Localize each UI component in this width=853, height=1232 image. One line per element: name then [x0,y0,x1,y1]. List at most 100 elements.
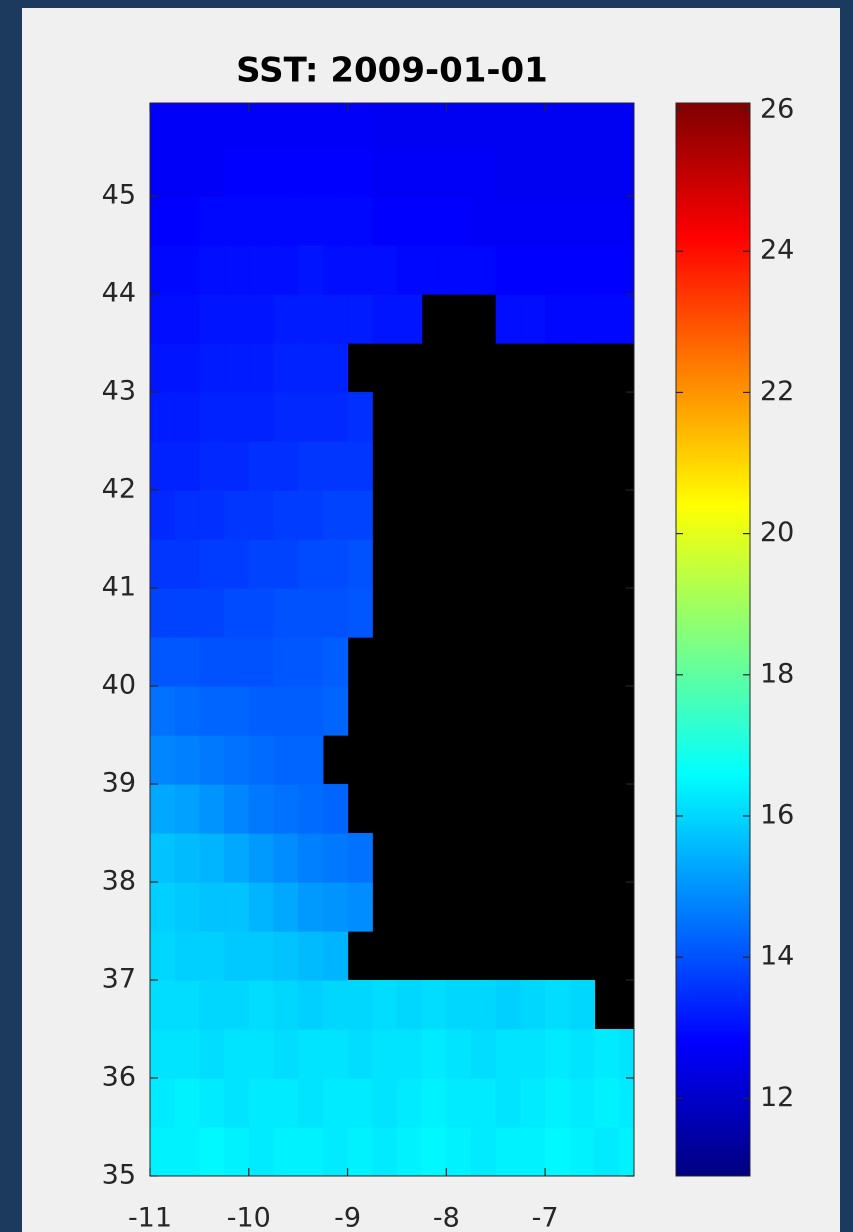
cell [372,147,398,197]
cell [150,1127,176,1176]
cell [224,637,250,687]
cell [150,294,176,344]
cell [273,637,299,687]
cell [594,1029,620,1079]
cell [322,539,349,589]
cell [224,103,250,148]
cell [520,980,546,1030]
cell [446,103,472,148]
cell [569,1078,596,1128]
colorbar-tick-label: 20 [760,517,794,548]
cell [545,1127,571,1176]
cell [421,1078,447,1128]
cell [248,588,275,638]
cell [174,931,200,981]
cell [347,1029,373,1079]
cell [446,147,472,197]
cell [224,686,250,736]
cell [322,1029,349,1079]
cell [322,882,349,932]
cell [421,196,447,246]
cell [174,735,200,785]
cell [224,294,250,344]
cell [224,490,250,540]
cell [421,1127,447,1176]
cell [224,245,250,295]
x-tick-label: -9 [334,1203,361,1232]
cell [421,1029,447,1079]
cell [224,1078,250,1128]
cell [298,735,324,785]
cell [347,147,373,197]
cell [298,980,324,1030]
cell [298,294,324,344]
cell [619,1078,634,1128]
cell [150,441,176,491]
cell [174,1029,200,1079]
cell [199,392,225,442]
cell [150,1078,176,1128]
cell [347,588,373,638]
cell [619,103,634,148]
cell [619,294,634,344]
cell [199,1029,225,1079]
cell [495,1127,522,1176]
cell [446,1127,472,1176]
cell [520,245,546,295]
cell [298,931,324,981]
cell [471,980,497,1030]
cell [495,1029,522,1079]
cell [248,1029,275,1079]
cell [248,294,275,344]
cell [322,833,349,883]
cell [273,490,299,540]
cell [248,147,275,197]
cell [298,1127,324,1176]
cell [347,490,373,540]
cell [421,103,447,148]
cell [421,147,447,197]
cell [298,147,324,197]
cell [224,1029,250,1079]
cell [322,931,349,981]
cell [248,686,275,736]
cell [322,637,349,687]
cell [594,147,620,197]
y-tick-label: 44 [102,278,136,309]
cell [224,539,250,589]
cell [150,392,176,442]
cell [619,196,634,246]
cell [150,1029,176,1079]
cell [150,637,176,687]
cell [569,294,596,344]
y-tick-label: 45 [102,180,136,211]
cell [471,1127,497,1176]
cell [150,343,176,393]
colorbar-tick-label: 14 [760,941,794,972]
cell [322,392,349,442]
cell [224,784,250,834]
cell [174,490,200,540]
cell [545,294,571,344]
cell [545,1078,571,1128]
cell [199,343,225,393]
plot-frame [149,102,635,1177]
colorbar-tick-label: 12 [760,1082,794,1113]
cell [150,931,176,981]
cell [174,784,200,834]
cell [224,392,250,442]
cell [372,245,398,295]
cell [495,103,522,148]
cell [520,103,546,148]
cell [347,245,373,295]
cell [174,980,200,1030]
cell [594,294,620,344]
cell [545,196,571,246]
y-tick-label: 41 [102,572,136,603]
cell [174,245,200,295]
cell [372,1078,398,1128]
cell [248,441,275,491]
colorbar-tick-label: 16 [760,799,794,830]
cell [224,343,250,393]
cell [545,980,571,1030]
